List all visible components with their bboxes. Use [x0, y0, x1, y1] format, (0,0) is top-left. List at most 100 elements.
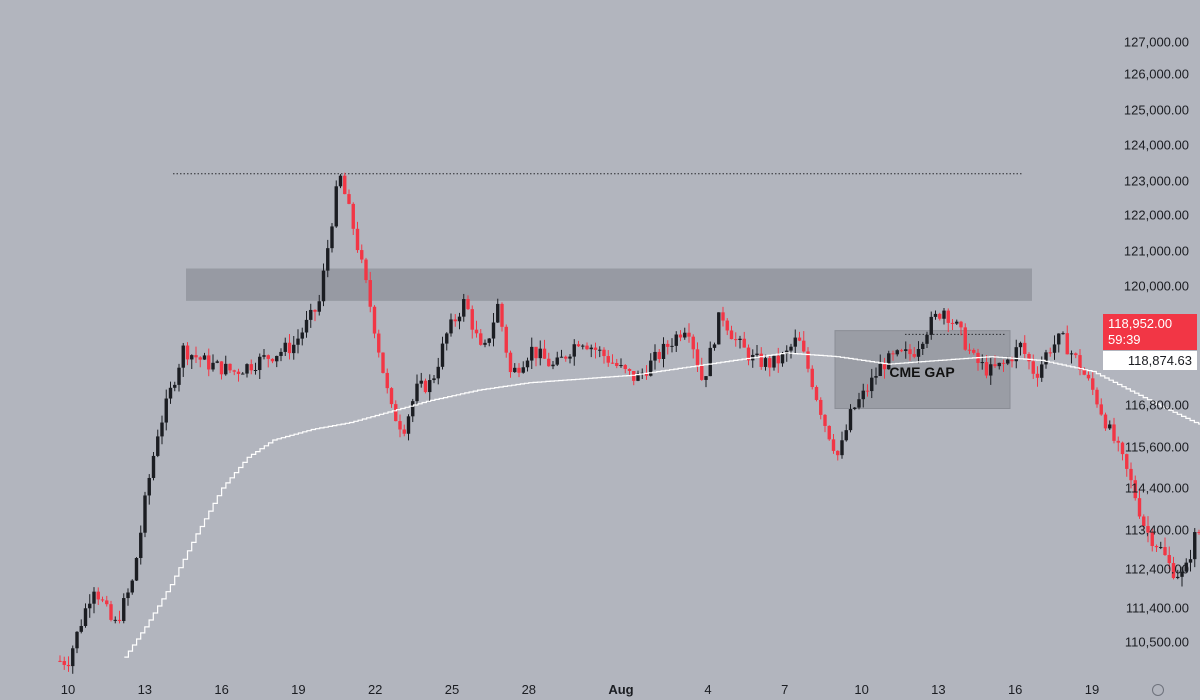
- candle-body: [207, 355, 211, 370]
- y-tick-label: 125,000.00: [1124, 103, 1189, 118]
- last-price-value: 118,952.00: [1108, 316, 1173, 331]
- candle-body: [802, 340, 806, 352]
- candle-body: [445, 333, 449, 344]
- candle-body: [500, 303, 504, 327]
- x-axis: 10 13 16 19 22 25 28 Aug 4 7 10 13 16 19: [61, 682, 1099, 697]
- candle-body: [496, 303, 500, 323]
- candle: [912, 346, 916, 359]
- candle: [725, 318, 729, 336]
- candle: [814, 385, 819, 402]
- candle: [377, 329, 381, 358]
- candle: [670, 338, 674, 353]
- candle-body: [377, 333, 381, 353]
- candle: [326, 239, 330, 278]
- candle: [1014, 339, 1018, 369]
- candle-body: [1133, 480, 1137, 499]
- candle: [959, 320, 963, 336]
- candle: [598, 346, 602, 358]
- candle-body: [555, 357, 559, 365]
- candle-body: [615, 363, 619, 366]
- candle-body: [151, 455, 156, 478]
- candle-body: [776, 355, 780, 364]
- candle: [300, 327, 304, 346]
- candle: [615, 358, 619, 369]
- candle: [717, 312, 721, 345]
- candle: [1082, 367, 1086, 376]
- candle-body: [62, 661, 66, 665]
- candle: [708, 341, 712, 377]
- candle-body: [198, 357, 202, 360]
- candle-body: [602, 349, 606, 357]
- candle-body: [326, 248, 330, 271]
- x-tick-label: 10: [61, 682, 75, 697]
- candle-body: [797, 337, 802, 341]
- candle: [372, 305, 377, 339]
- candle: [62, 656, 66, 670]
- candle-body: [598, 349, 602, 351]
- candle: [916, 341, 921, 364]
- candle-body: [836, 450, 840, 456]
- candle: [245, 363, 249, 378]
- y-tick-label: 114,400.00: [1125, 481, 1189, 496]
- candle-body: [806, 351, 810, 369]
- candle-body: [959, 321, 963, 328]
- candle-body: [287, 342, 292, 354]
- candle: [134, 557, 139, 582]
- candle: [1167, 546, 1171, 570]
- candle-body: [419, 380, 423, 384]
- candle: [810, 365, 814, 390]
- candle: [1048, 347, 1052, 357]
- candle-body: [521, 367, 525, 373]
- candle-body: [963, 327, 967, 350]
- candle: [330, 222, 334, 253]
- candle: [895, 349, 899, 357]
- candle: [139, 525, 143, 565]
- candle: [296, 329, 300, 354]
- candle-body: [547, 358, 551, 367]
- candle-body: [921, 343, 925, 350]
- candle-body: [317, 301, 321, 312]
- candle: [313, 309, 317, 322]
- candle: [249, 359, 253, 375]
- candle-body: [865, 390, 870, 392]
- candle-body: [704, 376, 708, 380]
- candle: [504, 324, 508, 358]
- candle-body: [279, 351, 283, 356]
- candle-body: [789, 346, 793, 351]
- candle: [687, 323, 691, 343]
- candle: [734, 332, 738, 347]
- candle: [674, 331, 678, 352]
- candle-body: [253, 370, 258, 372]
- candle: [58, 655, 62, 663]
- candle-body: [1176, 576, 1180, 579]
- candle: [551, 361, 555, 370]
- candle-body: [589, 347, 593, 350]
- candle-body: [525, 360, 530, 368]
- candle: [96, 587, 100, 606]
- chart-settings-icon[interactable]: [1152, 684, 1164, 696]
- candle-body: [491, 322, 496, 339]
- candle: [126, 588, 130, 606]
- candle: [1031, 354, 1035, 379]
- candle-body: [1086, 374, 1091, 379]
- candle-body: [538, 348, 542, 359]
- moving-average-line: [124, 352, 1200, 658]
- x-tick-label: 22: [368, 682, 382, 697]
- candle: [100, 596, 105, 603]
- candle-body: [683, 332, 687, 338]
- candle: [173, 381, 177, 392]
- candle-body: [304, 319, 309, 333]
- candle: [500, 302, 504, 332]
- candle-body: [1065, 333, 1069, 355]
- candle: [797, 331, 802, 342]
- candle: [967, 343, 972, 355]
- candle-body: [1006, 359, 1010, 364]
- y-tick-label: 121,000.00: [1124, 244, 1189, 259]
- candle: [1150, 528, 1154, 552]
- candle: [79, 619, 83, 634]
- candle-body: [661, 343, 666, 359]
- candle: [946, 308, 950, 333]
- candle: [1091, 371, 1095, 396]
